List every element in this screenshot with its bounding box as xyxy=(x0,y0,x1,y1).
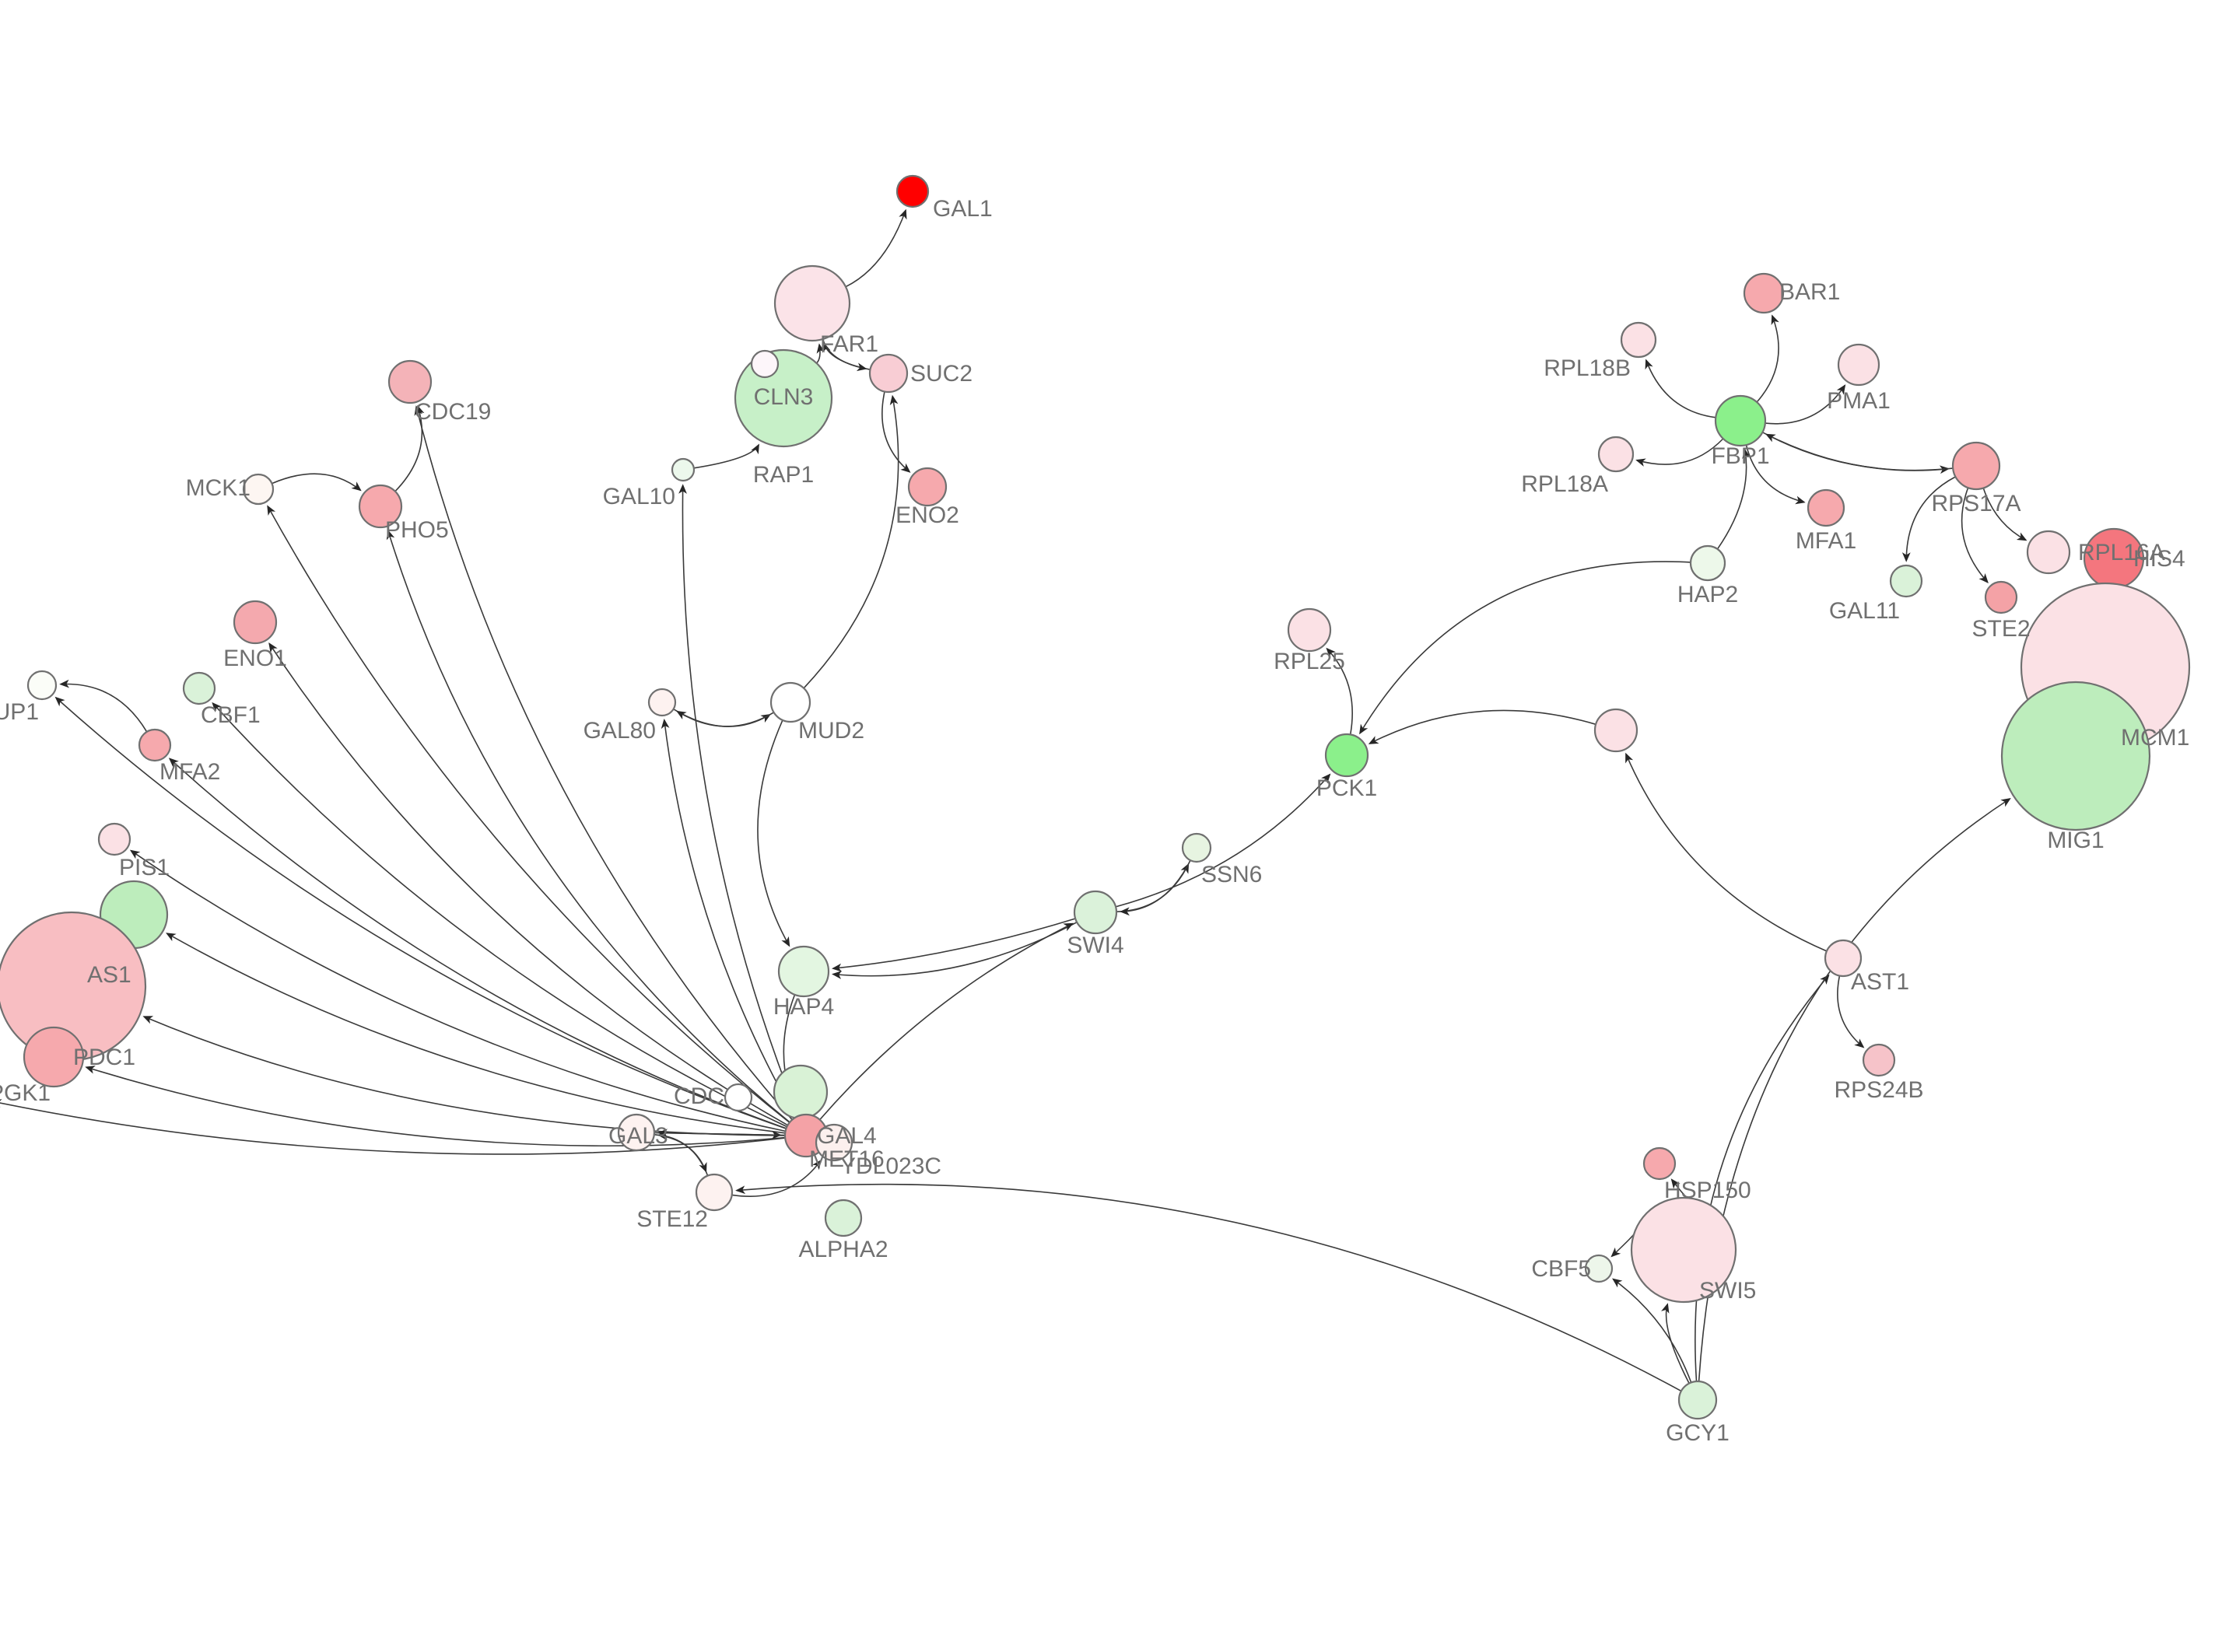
svg-text:GAL80: GAL80 xyxy=(584,718,656,744)
svg-text:CDC19: CDC19 xyxy=(415,399,491,425)
svg-text:SWI4: SWI4 xyxy=(1067,933,1123,958)
svg-text:PHO5: PHO5 xyxy=(385,517,449,543)
svg-text:GAL11: GAL11 xyxy=(1829,598,1900,624)
svg-text:PGK1: PGK1 xyxy=(0,1080,51,1106)
svg-text:MFA1: MFA1 xyxy=(1796,528,1856,554)
svg-text:ENO1: ENO1 xyxy=(223,646,287,671)
svg-text:PIS1: PIS1 xyxy=(119,855,170,880)
svg-text:STE2: STE2 xyxy=(1971,616,2030,642)
svg-text:HSP150: HSP150 xyxy=(1664,1178,1751,1203)
svg-text:RPL18B: RPL18B xyxy=(1544,355,1631,381)
svg-text:SWI5: SWI5 xyxy=(1699,1278,1756,1304)
svg-text:MIG1: MIG1 xyxy=(2047,828,2104,853)
svg-text:AST1: AST1 xyxy=(1851,969,1909,995)
svg-text:GAL4: GAL4 xyxy=(817,1123,877,1149)
svg-text:MUD2: MUD2 xyxy=(798,718,864,744)
svg-text:AS1: AS1 xyxy=(87,962,131,988)
svg-text:RAP1: RAP1 xyxy=(753,462,814,488)
svg-text:MET16: MET16 xyxy=(809,1146,885,1172)
svg-text:STE12: STE12 xyxy=(636,1206,708,1232)
svg-text:HAP4: HAP4 xyxy=(773,994,834,1020)
svg-text:CBF5: CBF5 xyxy=(1531,1256,1591,1282)
svg-text:PMA1: PMA1 xyxy=(1827,388,1891,414)
svg-text:ENO2: ENO2 xyxy=(895,502,959,528)
svg-text:GAL3: GAL3 xyxy=(608,1123,668,1149)
svg-text:MCK1: MCK1 xyxy=(186,475,251,501)
svg-text:RPL25: RPL25 xyxy=(1274,649,1345,674)
svg-text:CDC: CDC xyxy=(674,1083,724,1109)
svg-text:PCK1: PCK1 xyxy=(1316,775,1377,801)
svg-text:SSN6: SSN6 xyxy=(1201,862,1262,887)
svg-text:ALPHA2: ALPHA2 xyxy=(798,1237,888,1262)
svg-text:SUC2: SUC2 xyxy=(910,361,973,387)
svg-text:BAR1: BAR1 xyxy=(1779,279,1840,305)
svg-text:RPS24B: RPS24B xyxy=(1834,1077,1923,1103)
svg-text:MCM1: MCM1 xyxy=(2121,725,2189,751)
svg-text:TUP1: TUP1 xyxy=(0,699,39,725)
svg-text:FAR1: FAR1 xyxy=(820,331,878,357)
svg-text:CLN3: CLN3 xyxy=(754,384,814,410)
svg-text:FBP1: FBP1 xyxy=(1711,443,1769,469)
svg-text:GAL1: GAL1 xyxy=(933,196,993,222)
svg-text:PDC1: PDC1 xyxy=(73,1045,135,1070)
svg-text:GCY1: GCY1 xyxy=(1666,1420,1730,1446)
svg-text:GAL10: GAL10 xyxy=(603,484,675,509)
svg-text:RPS17A: RPS17A xyxy=(1931,491,2020,516)
svg-text:MFA2: MFA2 xyxy=(159,759,220,785)
svg-text:HAP2: HAP2 xyxy=(1677,582,1738,607)
svg-text:HIS4: HIS4 xyxy=(2133,546,2185,572)
svg-text:CBF1: CBF1 xyxy=(201,702,261,728)
svg-text:RPL18A: RPL18A xyxy=(1521,471,1608,497)
